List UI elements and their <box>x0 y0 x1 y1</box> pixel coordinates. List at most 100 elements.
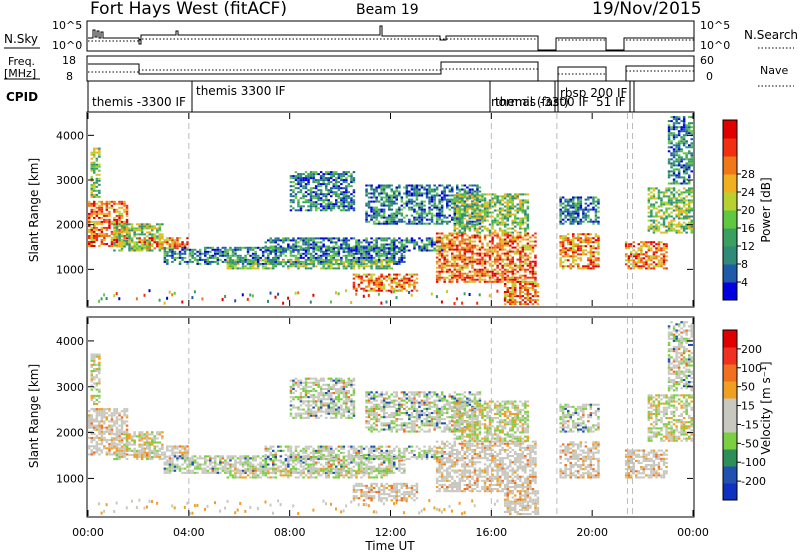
echo-cell <box>503 205 507 208</box>
echo-cell <box>312 243 315 246</box>
echo-cell <box>473 215 477 218</box>
echo-cell <box>680 164 683 167</box>
echo-cell <box>385 237 388 240</box>
echo-cell <box>332 263 335 266</box>
echo-cell <box>461 258 464 261</box>
echo-cell <box>95 233 99 235</box>
echo-cell <box>289 239 293 242</box>
echo-cell <box>95 206 99 209</box>
echo-cell <box>420 192 424 195</box>
echo-cell <box>110 230 114 233</box>
echo-cell <box>314 248 318 251</box>
echo-cell <box>680 148 683 151</box>
echo-cell <box>299 246 303 249</box>
echo-cell <box>425 249 429 252</box>
echo-cell <box>466 190 469 193</box>
echo-cell <box>342 261 346 264</box>
echo-cell <box>498 248 502 251</box>
echo-cell <box>423 243 426 246</box>
echo-cell <box>529 281 532 283</box>
echo-cell <box>327 263 330 266</box>
echo-cell <box>385 198 388 201</box>
echo-cell <box>446 250 449 253</box>
echo-cell <box>390 196 393 199</box>
echo-cell <box>446 200 449 203</box>
echo-cell <box>519 203 522 206</box>
echo-cell <box>115 229 119 232</box>
echo-cell <box>357 243 361 246</box>
echo-cell <box>360 275 363 278</box>
echo-cell <box>688 201 691 204</box>
echo-cell <box>451 198 454 201</box>
echo-cell <box>382 237 386 240</box>
echo-cell <box>516 252 519 255</box>
echo-cell <box>662 249 666 252</box>
echo-cell <box>347 203 351 206</box>
echo-cell <box>476 254 479 257</box>
echo-cell <box>501 270 504 273</box>
echo-cell <box>345 254 348 257</box>
echo-cell <box>325 199 328 202</box>
echo-cell <box>312 256 315 259</box>
echo-cell <box>375 206 378 209</box>
echo-cell <box>314 195 318 198</box>
echo-cell <box>572 255 575 258</box>
echo-cell <box>297 205 300 208</box>
echo-cell <box>206 250 209 253</box>
echo-cell <box>675 180 678 183</box>
echo-cell <box>567 237 570 240</box>
echo-cell <box>377 249 381 252</box>
echo-cell <box>594 214 598 217</box>
echo-cell <box>514 295 517 298</box>
echo-cell <box>473 260 477 263</box>
echo-cell <box>385 186 388 189</box>
echo-cell <box>148 249 151 252</box>
echo-cell <box>163 250 167 253</box>
echo-cell <box>362 245 366 248</box>
echo-cell <box>345 267 348 270</box>
echo-cell <box>486 213 489 216</box>
echo-cell <box>511 250 514 253</box>
echo-cell <box>146 241 149 244</box>
echo-cell <box>514 225 517 228</box>
echo-cell <box>304 267 308 270</box>
echo-cell <box>342 267 346 270</box>
echo-cell <box>519 193 522 196</box>
echo-cell <box>372 279 376 282</box>
echo-cell <box>405 239 409 242</box>
echo-cell <box>425 214 429 217</box>
echo-cell <box>146 225 149 228</box>
echo-cell <box>675 168 678 171</box>
echo-cell <box>229 246 232 249</box>
echo-cell <box>284 263 288 266</box>
echo-cell <box>514 217 517 220</box>
echo-cell <box>682 182 686 185</box>
echo-cell <box>574 218 577 221</box>
echo-cell <box>156 227 159 230</box>
echo-cell <box>314 237 318 240</box>
echo-cell <box>561 239 565 242</box>
echo-cell <box>463 266 467 269</box>
echo-cell <box>559 257 562 260</box>
echo-cell <box>526 225 530 228</box>
echo-cell <box>463 260 467 263</box>
echo-cell <box>148 239 151 242</box>
echo-cell <box>561 235 565 238</box>
echo-cell <box>667 150 671 153</box>
echo-cell <box>509 193 512 196</box>
echo-cell <box>178 237 182 240</box>
echo-cell <box>468 222 472 225</box>
echo-cell <box>413 220 416 223</box>
echo-cell <box>395 214 398 217</box>
echo-cell <box>151 235 154 238</box>
echo-cell <box>171 260 174 263</box>
echo-cell <box>120 230 124 233</box>
echo-cell <box>88 200 91 203</box>
echo-cell <box>98 183 101 186</box>
echo-cell <box>380 289 383 292</box>
echo-cell <box>264 259 267 262</box>
echo-cell <box>317 245 320 248</box>
echo-cell <box>372 206 376 209</box>
echo-cell <box>370 279 373 282</box>
echo-cell <box>418 212 421 215</box>
